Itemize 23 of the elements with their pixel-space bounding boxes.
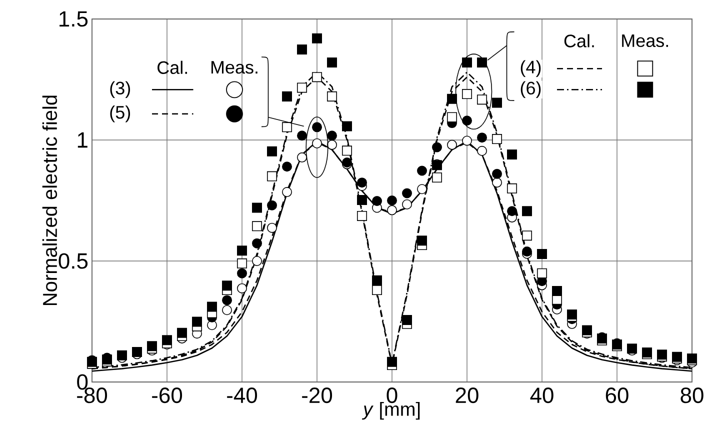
y-tick-label: 1	[78, 132, 88, 148]
y-tick-label: 0.5	[58, 253, 88, 269]
x-tick-label: 20	[456, 388, 478, 404]
legend-label: (5)	[110, 105, 130, 122]
y-tick-label: 0	[77, 374, 88, 390]
x-tick-label: 60	[606, 388, 628, 404]
x-tick-label: -60	[152, 388, 182, 404]
x-tick-label: 40	[530, 388, 554, 404]
legend-label: (4)	[520, 60, 541, 77]
x-axis-title: y [mm]	[362, 402, 420, 420]
annotation: Meas.	[622, 34, 668, 48]
annotation: Cal.	[158, 60, 187, 74]
y-tick-label: 1.5	[60, 11, 88, 27]
y-axis-title: Normalized electric field	[42, 96, 58, 306]
x-tick-label: 0	[386, 388, 398, 404]
x-tick-label: -40	[227, 388, 258, 404]
legend-label: (3)	[110, 81, 130, 98]
legend-label: (6)	[520, 81, 541, 98]
x-tick-label: -80	[77, 388, 108, 404]
annotation: Meas.	[211, 61, 258, 74]
x-tick-label: 80	[680, 388, 704, 404]
annotation: Cal.	[564, 34, 594, 48]
x-tick-label: -20	[302, 388, 332, 404]
